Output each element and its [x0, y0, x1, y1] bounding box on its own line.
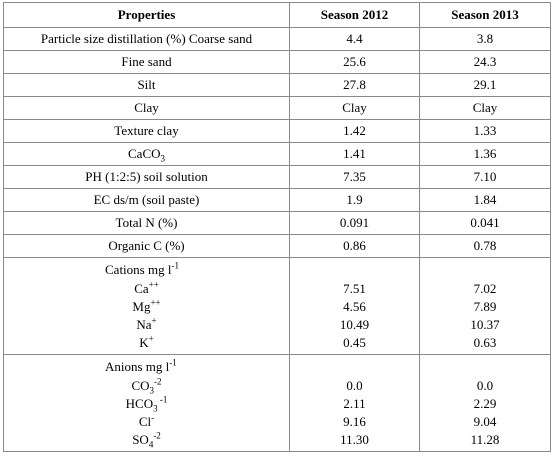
cations-group-labels: Cations mg l-1 Ca++ Mg++ Na+ K+: [3, 257, 290, 355]
row-property: Fine sand: [3, 50, 290, 74]
row-value-2013: 1.84: [419, 188, 551, 212]
property-subscript: 3: [160, 153, 166, 164]
table-row: PH (1:2:5) soil solution 7.35 7.10: [3, 165, 551, 189]
cation-value-2012: 4.56: [343, 299, 366, 314]
row-value-2012: Clay: [289, 96, 420, 120]
cation-value-2013: 10.37: [470, 317, 500, 332]
cation-mg: Mg++: [132, 297, 161, 314]
anion-value-2013: 11.28: [470, 432, 500, 447]
table-row: CaCO3 1.41 1.36: [3, 142, 551, 166]
header-season-2012: Season 2012: [289, 2, 420, 28]
anion-so4: SO4-2: [132, 430, 161, 450]
table-row: Silt 27.8 29.1: [3, 73, 551, 97]
row-property: Organic C (%): [3, 234, 290, 258]
anions-title: Anions mg l-1: [105, 357, 177, 374]
row-property: Particle size distillation (%) Coarse sa…: [3, 27, 290, 51]
row-property: Silt: [3, 73, 290, 97]
cations-title: Cations mg l-1: [105, 260, 179, 277]
anion-value-2013: 2.29: [473, 396, 497, 411]
property-name: CaCO: [128, 146, 161, 161]
cation-value-2012: 7.51: [343, 281, 366, 296]
row-value-2013: 7.10: [419, 165, 551, 189]
anion-hco3: HCO3 -1: [125, 394, 168, 414]
cation-value-2013: 7.89: [473, 299, 497, 314]
table-row: Fine sand 25.6 24.3: [3, 50, 551, 74]
cations-group-row: Cations mg l-1 Ca++ Mg++ Na+ K+ 7.51 4.5…: [3, 257, 551, 355]
row-property: CaCO3: [3, 142, 290, 166]
row-value-2013: 0.041: [419, 211, 551, 235]
cation-na: Na+: [136, 315, 157, 332]
anion-value-2012: 9.16: [343, 414, 366, 429]
anions-values-2012: 0.0 2.11 9.16 11.30: [289, 354, 420, 452]
row-value-2013: 0.78: [419, 234, 551, 258]
table-row: Texture clay 1.42 1.33: [3, 119, 551, 143]
table-row: EC ds/m (soil paste) 1.9 1.84: [3, 188, 551, 212]
soil-properties-table: Properties Season 2012 Season 2013 Parti…: [3, 2, 551, 452]
row-value-2012: 1.9: [289, 188, 420, 212]
row-value-2012: 7.35: [289, 165, 420, 189]
row-value-2012: 1.42: [289, 119, 420, 143]
cation-value-2012: 0.45: [343, 335, 366, 350]
row-value-2013: 1.33: [419, 119, 551, 143]
anion-value-2013: 9.04: [473, 414, 497, 429]
table-header-row: Properties Season 2012 Season 2013: [3, 2, 551, 28]
cation-value-2012: 10.49: [339, 317, 370, 332]
anion-co3: CO3-2: [131, 376, 162, 396]
row-value-2013: 1.36: [419, 142, 551, 166]
row-value-2012: 25.6: [289, 50, 420, 74]
cation-value-2013: 7.02: [473, 281, 497, 296]
cation-k: K+: [139, 333, 154, 350]
header-properties: Properties: [3, 2, 290, 28]
row-value-2012: 27.8: [289, 73, 420, 97]
row-property: EC ds/m (soil paste): [3, 188, 290, 212]
anions-group-labels: Anions mg l-1 CO3-2 HCO3 -1 Cl- SO4-2: [3, 354, 290, 452]
anion-value-2012: 2.11: [343, 396, 366, 411]
row-value-2013: 3.8: [419, 27, 551, 51]
anion-value-2013: 0.0: [476, 378, 494, 393]
anion-value-2012: 11.30: [340, 432, 369, 447]
row-property: PH (1:2:5) soil solution: [3, 165, 290, 189]
table-row: Particle size distillation (%) Coarse sa…: [3, 27, 551, 51]
anions-values-2013: 0.0 2.29 9.04 11.28: [419, 354, 551, 452]
cations-values-2013: 7.02 7.89 10.37 0.63: [419, 257, 551, 355]
cations-values-2012: 7.51 4.56 10.49 0.45: [289, 257, 420, 355]
row-value-2013: 29.1: [419, 73, 551, 97]
row-property: Total N (%): [3, 211, 290, 235]
table-row: Organic C (%) 0.86 0.78: [3, 234, 551, 258]
header-season-2013: Season 2013: [419, 2, 551, 28]
row-value-2012: 1.41: [289, 142, 420, 166]
row-value-2013: Clay: [419, 96, 551, 120]
anion-value-2012: 0.0: [346, 378, 363, 393]
anion-cl: Cl-: [138, 412, 155, 429]
row-value-2012: 0.86: [289, 234, 420, 258]
table-row: Total N (%) 0.091 0.041: [3, 211, 551, 235]
cation-value-2013: 0.63: [473, 335, 497, 350]
anions-group-row: Anions mg l-1 CO3-2 HCO3 -1 Cl- SO4-2 0.…: [3, 354, 551, 452]
table-row: Clay Clay Clay: [3, 96, 551, 120]
row-property: Clay: [3, 96, 290, 120]
cation-ca: Ca++: [134, 279, 159, 296]
row-property: Texture clay: [3, 119, 290, 143]
row-value-2013: 24.3: [419, 50, 551, 74]
row-value-2012: 0.091: [289, 211, 420, 235]
row-value-2012: 4.4: [289, 27, 420, 51]
